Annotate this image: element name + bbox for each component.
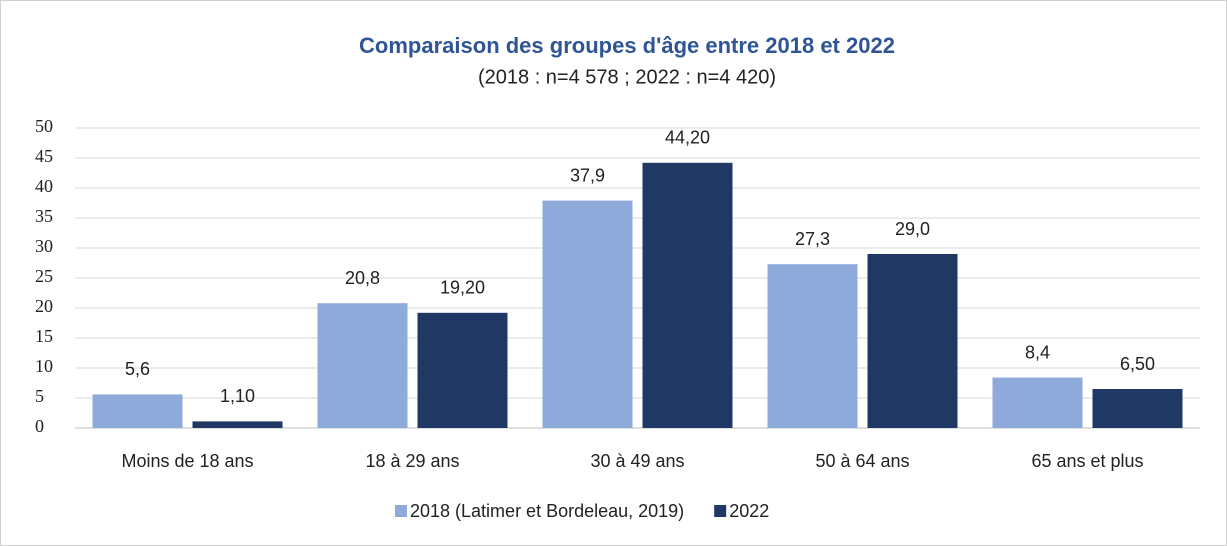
x-tick-label: 65 ans et plus bbox=[1031, 451, 1143, 471]
bar bbox=[417, 312, 508, 428]
y-tick-label: 0 bbox=[35, 416, 44, 436]
y-tick-label: 35 bbox=[35, 206, 53, 226]
data-label: 27,3 bbox=[795, 229, 830, 249]
bar bbox=[542, 200, 633, 428]
y-tick-label: 40 bbox=[35, 176, 53, 196]
data-label: 19,20 bbox=[440, 278, 485, 298]
y-tick-label: 25 bbox=[35, 266, 53, 286]
legend-label: 2022 bbox=[729, 501, 769, 521]
x-tick-label: 50 à 64 ans bbox=[815, 451, 909, 471]
legend-swatch bbox=[714, 505, 727, 517]
y-tick-label: 15 bbox=[35, 326, 53, 346]
data-label: 6,50 bbox=[1120, 354, 1155, 374]
y-tick-label: 45 bbox=[35, 146, 53, 166]
data-label: 5,6 bbox=[125, 359, 150, 379]
legend-label: 2018 (Latimer et Bordeleau, 2019) bbox=[410, 501, 684, 521]
data-label: 37,9 bbox=[570, 165, 605, 185]
x-tick-label: 30 à 49 ans bbox=[590, 451, 684, 471]
y-tick-label: 50 bbox=[35, 116, 53, 136]
data-label: 8,4 bbox=[1025, 342, 1050, 362]
x-tick-label: 18 à 29 ans bbox=[365, 451, 459, 471]
bar bbox=[192, 421, 283, 428]
bar bbox=[1092, 389, 1183, 428]
y-tick-label: 20 bbox=[35, 296, 53, 316]
x-tick-label: Moins de 18 ans bbox=[121, 451, 253, 471]
chart-title: Comparaison des groupes d'âge entre 2018… bbox=[359, 33, 895, 58]
legend-swatch bbox=[395, 505, 407, 517]
bar bbox=[992, 377, 1083, 428]
data-label: 20,8 bbox=[345, 268, 380, 288]
bar bbox=[642, 162, 733, 429]
bar bbox=[867, 254, 958, 428]
data-label: 44,20 bbox=[665, 128, 710, 148]
y-tick-label: 30 bbox=[35, 236, 53, 256]
data-label: 1,10 bbox=[220, 386, 255, 406]
chart-subtitle: (2018 : n=4 578 ; 2022 : n=4 420) bbox=[478, 66, 776, 88]
y-tick-label: 5 bbox=[35, 386, 44, 406]
y-tick-label: 10 bbox=[35, 356, 53, 376]
bar bbox=[92, 394, 183, 428]
bar bbox=[767, 264, 858, 428]
bar bbox=[317, 303, 408, 428]
data-label: 29,0 bbox=[895, 219, 930, 239]
